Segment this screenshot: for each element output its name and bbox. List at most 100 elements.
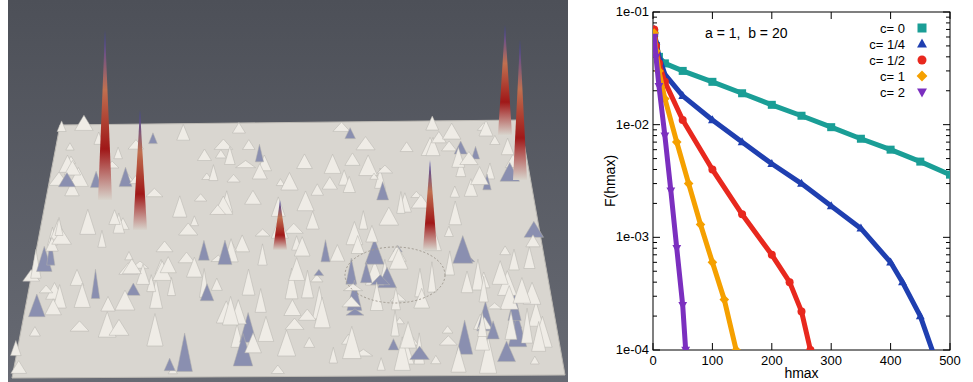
surface-peak	[147, 314, 163, 346]
surface-peak	[70, 321, 89, 331]
minor-tick	[946, 17, 950, 18]
surface-peak	[236, 161, 256, 168]
y-tick	[943, 124, 950, 125]
y-tick	[943, 237, 950, 238]
minor-tick	[653, 282, 657, 283]
surface-peak	[370, 173, 378, 179]
surface-peak	[28, 294, 45, 317]
surface-peak	[501, 138, 514, 155]
surface-peak	[442, 326, 453, 333]
surface-peak	[346, 258, 357, 284]
data-point	[672, 137, 682, 147]
minor-tick	[946, 296, 950, 297]
surface-peak	[306, 211, 319, 229]
surface-peak	[471, 167, 489, 185]
surface-peak	[333, 122, 350, 131]
surface-peak	[304, 337, 315, 347]
surface-ring	[345, 247, 445, 303]
y-tick	[943, 350, 950, 351]
legend-marker	[917, 39, 927, 48]
surface-peak	[322, 177, 337, 189]
surface-peak	[177, 124, 190, 140]
data-point	[719, 295, 729, 305]
minor-tick	[653, 254, 657, 255]
x-tick-label: 400	[880, 353, 902, 368]
data-point	[798, 112, 806, 120]
surface-peak	[114, 147, 123, 158]
surface-peak	[451, 346, 466, 372]
data-point	[678, 91, 687, 99]
data-point	[946, 171, 950, 179]
data-point	[738, 89, 746, 97]
surface-peak	[342, 297, 361, 307]
surface-peak	[314, 269, 324, 275]
surface-peak	[498, 341, 516, 362]
surface-peak	[492, 261, 508, 285]
data-point	[928, 345, 937, 350]
minor-tick	[946, 56, 950, 57]
surface-peak	[173, 196, 187, 217]
surface-spike	[498, 25, 512, 135]
minor-tick	[946, 29, 950, 30]
surface-peak	[284, 223, 303, 233]
surface-peak	[359, 211, 368, 230]
annotation: a = 1, b = 20	[705, 25, 788, 41]
surface-peak	[91, 269, 99, 298]
x-tick	[950, 343, 951, 350]
surface-peak	[377, 182, 389, 200]
y-tick	[653, 350, 660, 351]
data-point	[768, 251, 776, 259]
minor-tick	[946, 248, 950, 249]
minor-tick	[946, 169, 950, 170]
surface-peak	[252, 164, 267, 179]
surface-peak	[80, 209, 96, 234]
surface-render	[11, 25, 565, 378]
surface-peak	[487, 303, 501, 309]
surface-peak	[442, 123, 460, 139]
surface-peak	[343, 284, 362, 291]
surface-peak	[278, 330, 296, 356]
series	[653, 28, 741, 350]
x-tick-label: 500	[939, 353, 961, 368]
surface-peak	[377, 165, 393, 173]
minor-tick	[946, 45, 950, 46]
x-tick-label: 100	[702, 353, 724, 368]
data-point	[887, 146, 895, 154]
data-point	[696, 220, 706, 230]
minor-tick	[946, 282, 950, 283]
data-point	[797, 179, 806, 187]
minor-tick	[946, 158, 950, 159]
legend: c= 0c= 1/4c= 1/2c= 1c= 2	[869, 21, 927, 100]
surface-peak	[255, 144, 263, 162]
surface-peak	[359, 155, 378, 176]
figure: 01002003004005001e-041e-031e-021e-01hmax…	[0, 0, 973, 382]
surface-peak	[330, 245, 345, 262]
surface-peak	[235, 235, 250, 252]
y-tick-label: 1e-03	[616, 229, 649, 244]
x-tick	[771, 343, 772, 350]
surface	[12, 120, 565, 378]
surface-peak	[530, 356, 539, 364]
data-point	[916, 311, 925, 319]
surface-peak	[365, 238, 384, 264]
surface-peak	[58, 173, 75, 187]
surface-peak	[397, 192, 405, 214]
x-tick	[890, 343, 891, 350]
data-point	[786, 278, 794, 286]
surface-peak	[346, 309, 364, 315]
series	[653, 25, 814, 350]
minor-tick	[946, 183, 950, 184]
minor-tick	[653, 22, 657, 23]
surface-spike	[513, 40, 527, 180]
surface-peak	[521, 308, 532, 343]
minor-tick	[946, 90, 950, 91]
surface-spike	[98, 30, 112, 200]
surface-peak	[11, 361, 27, 374]
surface-spike	[133, 110, 147, 230]
data-point	[708, 258, 718, 268]
x-tick	[653, 343, 654, 350]
data-point	[681, 347, 690, 350]
surface-peak	[453, 236, 473, 264]
surface-peak	[524, 221, 543, 237]
surface-peak	[428, 262, 436, 292]
